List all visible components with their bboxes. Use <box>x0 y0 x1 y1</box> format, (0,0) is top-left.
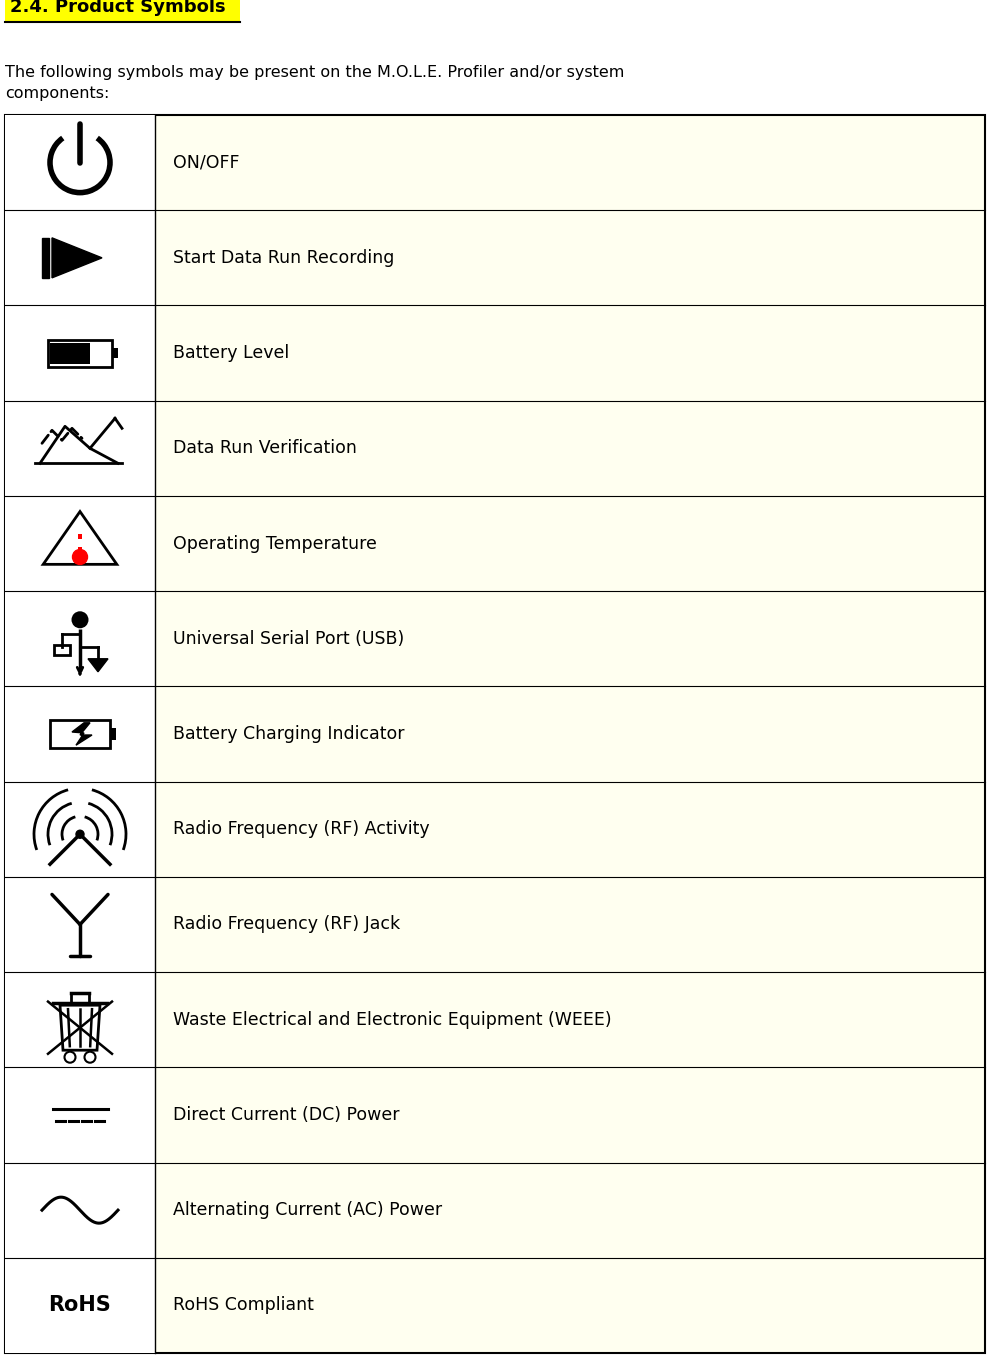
Bar <box>110 729 115 740</box>
Circle shape <box>65 1051 75 1063</box>
Text: Battery Charging Indicator: Battery Charging Indicator <box>173 725 404 743</box>
FancyBboxPatch shape <box>5 115 155 1353</box>
Text: ON/OFF: ON/OFF <box>173 154 239 172</box>
Circle shape <box>72 550 87 565</box>
FancyBboxPatch shape <box>5 0 240 22</box>
Polygon shape <box>52 238 102 278</box>
FancyBboxPatch shape <box>5 115 985 1353</box>
Bar <box>77 534 82 553</box>
Text: Waste Electrical and Electronic Equipment (WEEE): Waste Electrical and Electronic Equipmen… <box>173 1010 612 1029</box>
Text: Radio Frequency (RF) Jack: Radio Frequency (RF) Jack <box>173 916 400 934</box>
Text: Direct Current (DC) Power: Direct Current (DC) Power <box>173 1106 399 1123</box>
Polygon shape <box>72 723 92 745</box>
Bar <box>50 343 90 363</box>
Bar <box>48 340 112 367</box>
Text: 2.4. Product Symbols: 2.4. Product Symbols <box>10 0 225 16</box>
Text: Data Run Verification: Data Run Verification <box>173 440 356 457</box>
Bar <box>54 644 70 655</box>
Text: The following symbols may be present on the M.O.L.E. Profiler and/or system
comp: The following symbols may be present on … <box>5 66 625 101</box>
Polygon shape <box>88 659 108 672</box>
Text: Radio Frequency (RF) Activity: Radio Frequency (RF) Activity <box>173 820 430 838</box>
Text: Alternating Current (AC) Power: Alternating Current (AC) Power <box>173 1201 442 1219</box>
Circle shape <box>76 830 84 838</box>
Text: Battery Level: Battery Level <box>173 344 289 362</box>
Text: RoHS Compliant: RoHS Compliant <box>173 1297 314 1314</box>
Text: Operating Temperature: Operating Temperature <box>173 535 377 553</box>
Polygon shape <box>60 1005 100 1050</box>
Bar <box>50 719 110 748</box>
Bar <box>42 238 49 278</box>
Bar <box>78 539 81 547</box>
Bar <box>112 348 118 358</box>
Text: Start Data Run Recording: Start Data Run Recording <box>173 248 394 266</box>
Text: Universal Serial Port (USB): Universal Serial Port (USB) <box>173 629 404 648</box>
Polygon shape <box>44 512 117 564</box>
Text: RoHS: RoHS <box>49 1295 111 1316</box>
Circle shape <box>71 612 88 628</box>
Circle shape <box>84 1051 95 1063</box>
